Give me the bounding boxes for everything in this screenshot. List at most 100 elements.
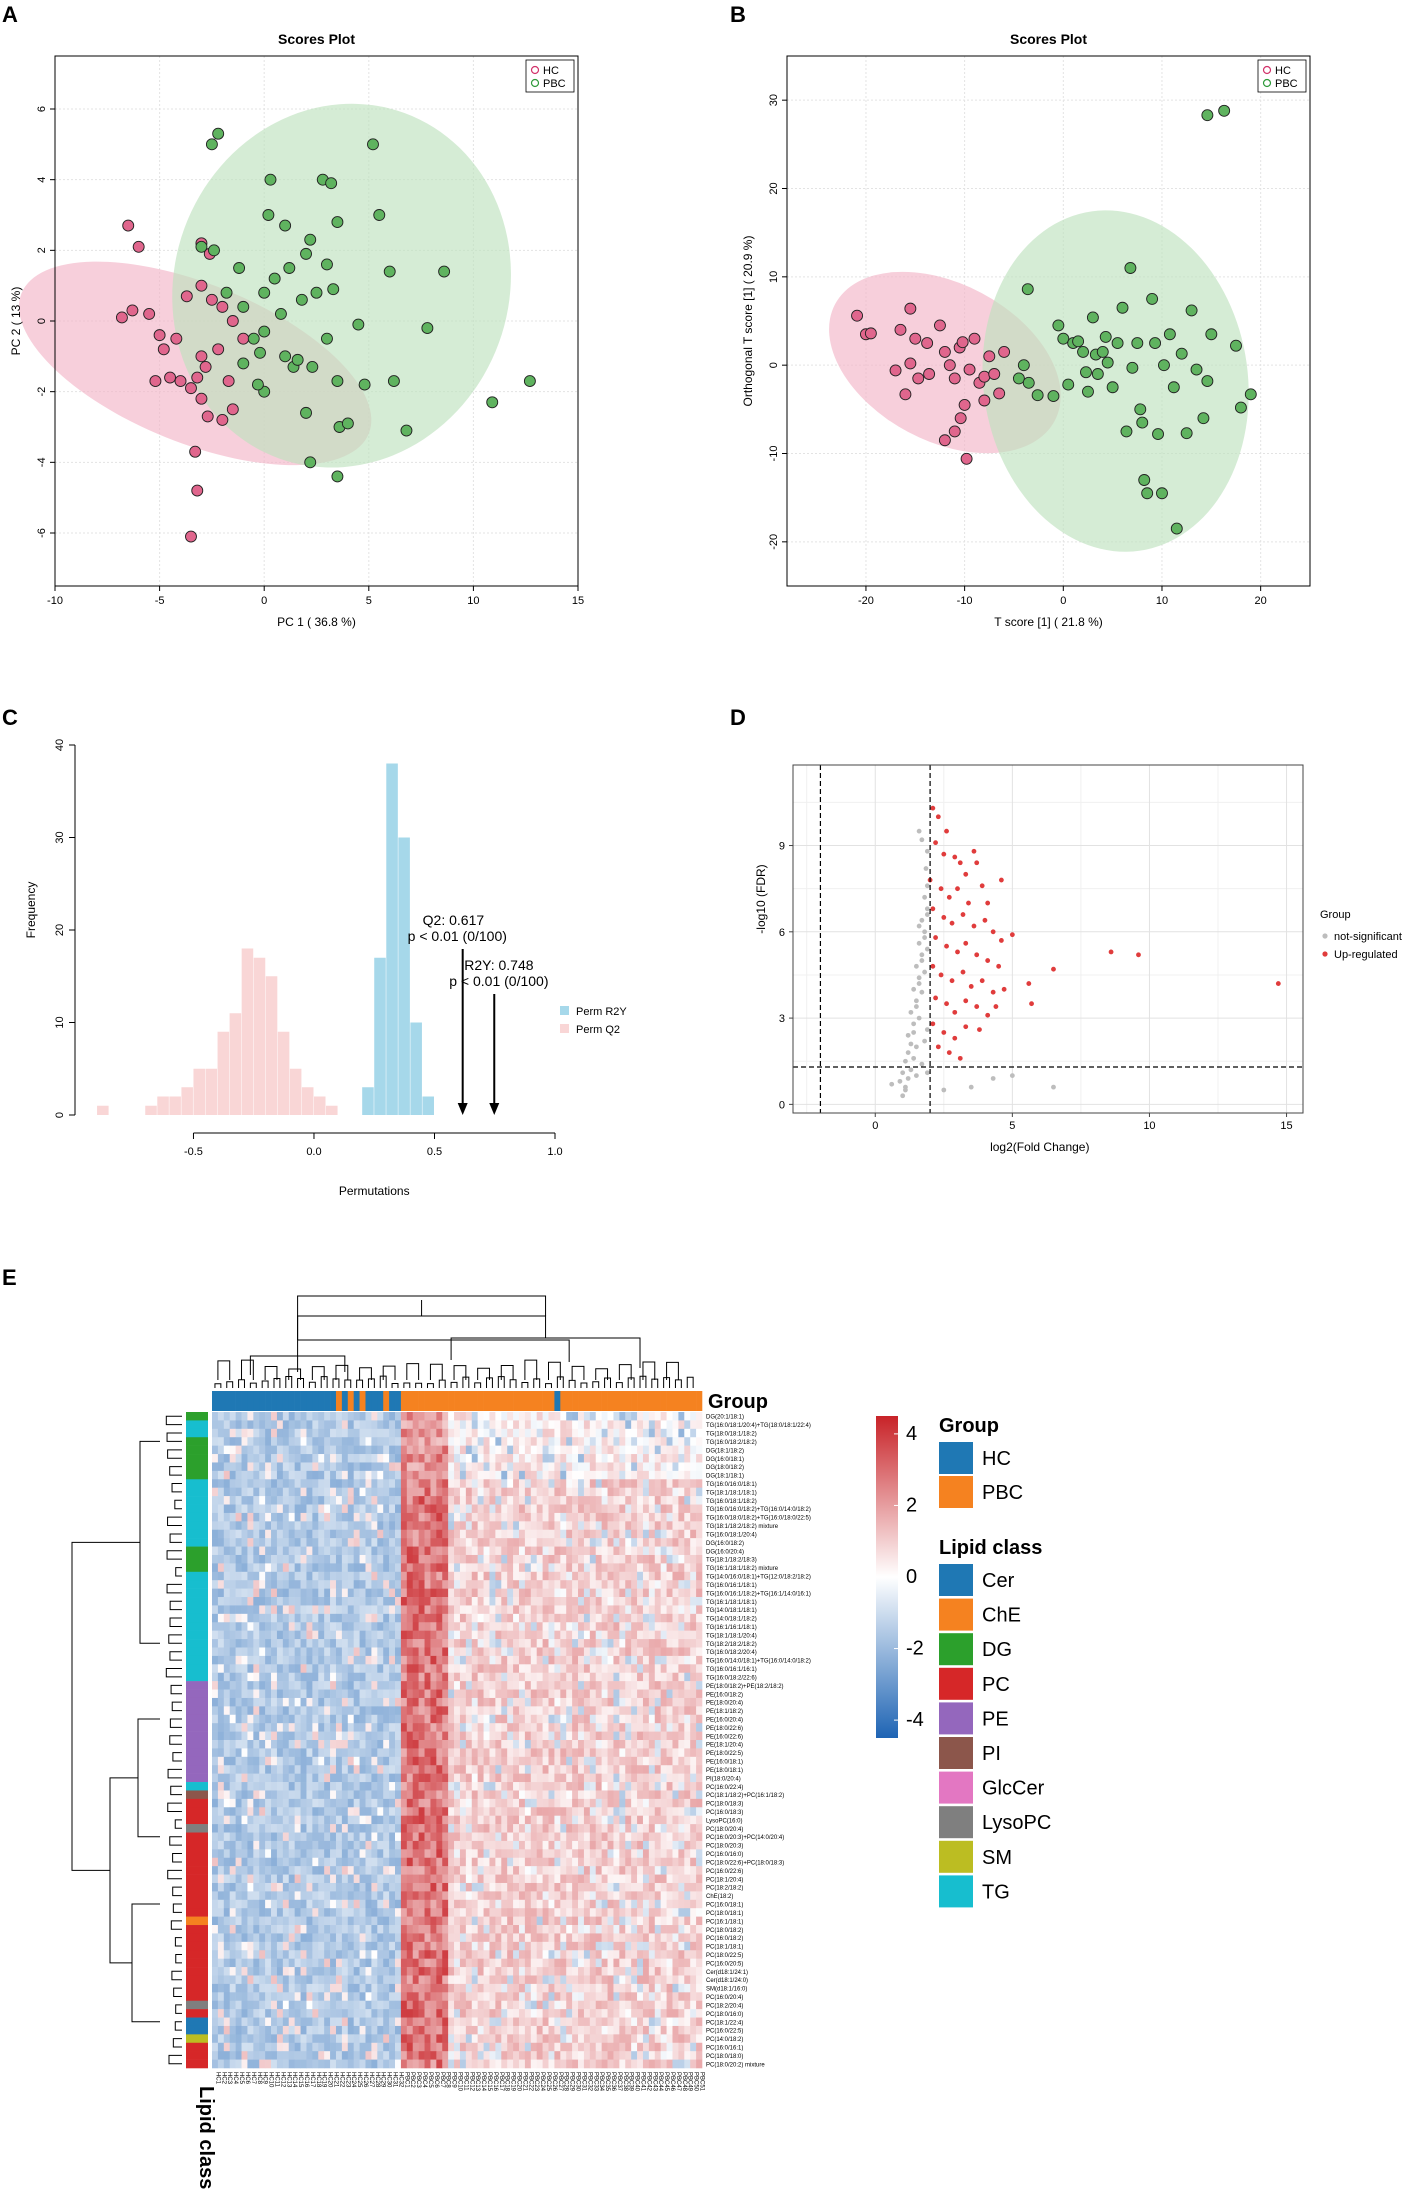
heatmap-cell [448,1840,455,1850]
heatmap-cell [477,1655,484,1665]
heatmap-cell [430,1588,437,1598]
heatmap-cell [642,1790,650,1800]
heatmap-cell [625,1748,632,1758]
x-tick-label: 0 [261,595,267,607]
heatmap-cell [235,1731,242,1741]
histogram-bar-q2 [265,976,278,1115]
heatmap-cell [442,1765,449,1774]
data-point-pbc [1124,262,1137,274]
heatmap-cell [489,1807,496,1816]
heatmap-cell [589,1496,597,1505]
heatmap-cell [330,1445,337,1455]
heatmap-cell [607,1571,614,1581]
heatmap-cell [542,1445,549,1455]
heatmap-cell [288,1538,295,1547]
heatmap-cell [347,1529,354,1539]
heatmap-cell [229,1790,236,1800]
heatmap-cell [672,1420,679,1430]
volcano-point-ns [900,1070,906,1076]
heatmap-cell [271,1412,278,1421]
heatmap-cell [678,1672,685,1682]
volcano-point-ns [924,848,930,854]
heatmap-cell [276,1487,284,1497]
heatmap-cell [436,1748,443,1758]
heatmap-cell [595,1622,602,1631]
heatmap-cell [282,1613,290,1623]
heatmap-cell [471,1546,478,1556]
heatmap-cell [448,1563,455,1573]
heatmap-cell [607,1504,614,1514]
heatmap-cell [477,1445,484,1455]
heatmap-cell [613,1613,620,1623]
heatmap-cell [412,1639,419,1648]
heatmap-cell [424,1748,431,1758]
heatmap-cell [223,1798,231,1808]
heatmap-cell [265,1512,272,1522]
heatmap-cell [253,1454,260,1463]
heatmap-cell [312,1765,319,1774]
heatmap-cell [489,1563,496,1573]
heatmap-cell [471,1824,478,1833]
heatmap-cell [365,1782,372,1791]
heatmap-cell [217,1428,225,1438]
heatmap-cell [247,1563,254,1573]
volcano-point-up [933,995,938,1001]
volcano-point-up [974,1004,980,1009]
heatmap-cell [648,1521,656,1531]
heatmap-cell [578,1740,585,1749]
heatmap-cell [371,1487,378,1497]
heatmap-cell [548,1571,555,1581]
heatmap-cell [672,1454,679,1463]
heatmap-cell [459,1857,467,1867]
heatmap-cell [324,1487,331,1497]
heatmap-cell [418,1521,425,1531]
heatmap-cell [448,1504,455,1514]
heatmap-cell [696,1546,703,1556]
heatmap-cell [335,1529,343,1539]
heatmap-cell [276,1454,284,1463]
heatmap-cell [212,1756,219,1766]
heatmap-cell [583,1655,591,1665]
heatmap-cell [589,1538,597,1547]
heatmap-cell [359,1462,366,1472]
heatmap-cell [601,1807,608,1816]
heatmap-cell [465,1630,473,1640]
heatmap-cell [495,1748,502,1758]
heatmap-cell [430,1714,437,1724]
heatmap-cell [578,1597,585,1606]
heatmap-cell [589,1748,597,1758]
heatmap-cell [312,1697,319,1707]
heatmap-cell [637,1521,644,1531]
heatmap-cell [448,1647,455,1657]
heatmap-cell [613,1512,620,1522]
heatmap-cell [365,1723,372,1732]
heatmap-cell [436,1588,443,1598]
heatmap-cell [395,1664,402,1674]
heatmap-cell [696,1454,703,1463]
heatmap-cell [430,1807,437,1816]
heatmap-cell [524,1554,532,1564]
heatmap-cell [578,1765,585,1774]
heatmap-cell [318,1714,325,1724]
heatmap-cell [583,1748,591,1758]
heatmap-cell [459,1731,467,1741]
heatmap-cell [406,1714,414,1724]
heatmap-cell [684,1420,691,1430]
heatmap-cell [513,1630,520,1640]
heatmap-cell [483,1672,490,1682]
heatmap-cell [536,1756,543,1766]
heatmap-cell [613,1445,620,1455]
heatmap-cell [554,1529,561,1539]
heatmap-cell [306,1630,313,1640]
heatmap-cell [359,1807,366,1816]
heatmap-cell [312,1672,319,1682]
heatmap-cell [212,1840,219,1850]
heatmap-cell [637,1790,644,1800]
heatmap-cell [223,1512,231,1522]
heatmap-cell [489,1588,496,1598]
heatmap-cell [276,1790,284,1800]
heatmap-cell [418,1773,425,1783]
heatmap-cell [276,1571,284,1581]
heatmap-cell [459,1706,467,1716]
heatmap-cell [524,1529,532,1539]
